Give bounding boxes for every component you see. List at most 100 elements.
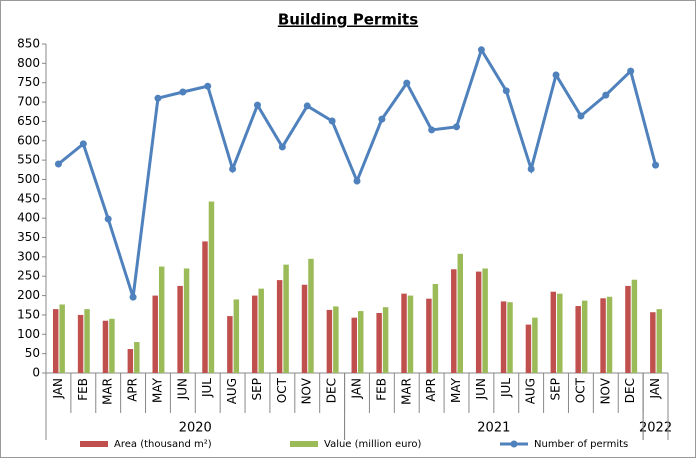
bar — [233, 299, 240, 373]
y-tick-label: 550 — [17, 153, 40, 167]
marker — [229, 165, 237, 173]
x-tick-label: MAY — [449, 377, 463, 403]
bar — [283, 264, 289, 373]
bar — [308, 258, 314, 373]
bar — [407, 295, 414, 373]
legend-swatch — [290, 441, 318, 447]
bar — [482, 268, 488, 373]
x-tick-label: APR — [424, 378, 438, 402]
marker — [129, 293, 137, 301]
marker — [303, 102, 311, 110]
bar — [376, 313, 382, 373]
x-tick-label: AUG — [225, 378, 239, 404]
bar — [550, 291, 557, 373]
y-tick-label: 650 — [17, 114, 40, 128]
bar — [557, 293, 563, 373]
x-tick-label: SEP — [549, 378, 563, 400]
bar — [650, 312, 656, 373]
bar — [183, 268, 190, 373]
y-tick-label: 50 — [25, 346, 40, 360]
bar — [401, 293, 407, 373]
y-tick-label: 750 — [17, 75, 40, 89]
y-tick-label: 0 — [32, 366, 40, 380]
bar — [432, 283, 439, 373]
bar — [84, 309, 90, 373]
x-tick-label: SEP — [250, 378, 264, 400]
y-tick-label: 350 — [17, 230, 40, 244]
bar — [258, 288, 264, 373]
bar — [507, 302, 513, 373]
legend-label: Number of permits — [534, 439, 628, 450]
bar — [500, 301, 507, 373]
bar — [575, 306, 581, 373]
bar — [326, 309, 333, 373]
bar — [134, 342, 140, 373]
y-tick-label: 100 — [17, 327, 40, 341]
x-tick-label: NOV — [598, 377, 612, 404]
bar — [158, 266, 165, 373]
y-tick-label: 600 — [17, 133, 40, 147]
x-tick-label: APR — [126, 378, 140, 402]
legend-marker — [510, 440, 518, 448]
bar — [52, 309, 59, 373]
bar — [631, 279, 638, 373]
bar — [301, 284, 308, 373]
chart-title: Building Permits — [278, 11, 418, 29]
x-tick-label: MAY — [150, 377, 164, 403]
marker — [378, 115, 386, 123]
marker — [527, 165, 535, 173]
y-tick-label: 300 — [17, 249, 40, 263]
bar — [457, 253, 463, 373]
marker — [54, 160, 62, 168]
bar — [656, 309, 663, 373]
legend-label: Value (million euro) — [324, 439, 422, 450]
marker — [154, 94, 162, 102]
marker — [179, 88, 187, 96]
bar — [382, 307, 389, 373]
bar — [581, 300, 588, 373]
marker — [502, 87, 510, 95]
bar — [208, 201, 215, 373]
x-tick-label: JAN — [648, 378, 662, 400]
bar — [77, 314, 84, 373]
y-tick-label: 250 — [17, 269, 40, 283]
marker — [577, 112, 585, 120]
legend-label: Area (thousand m²) — [114, 439, 212, 450]
bar — [177, 285, 183, 373]
marker — [253, 101, 261, 109]
bar — [525, 324, 532, 373]
marker — [602, 91, 610, 99]
x-tick-label: NOV — [300, 377, 314, 404]
x-tick-label: OCT — [573, 377, 587, 403]
legend-swatch — [80, 441, 108, 447]
year-label: 2020 — [179, 421, 212, 436]
marker — [403, 79, 411, 87]
y-tick-label: 850 — [17, 37, 40, 51]
bar — [152, 295, 158, 373]
y-tick-label: 700 — [17, 95, 40, 109]
bar — [102, 320, 109, 373]
bar — [333, 306, 339, 373]
x-tick-label: MAR — [399, 378, 413, 405]
bar — [625, 285, 631, 373]
bar — [532, 317, 538, 373]
y-tick-label: 500 — [17, 172, 40, 186]
marker — [477, 46, 485, 54]
x-tick-label: FEB — [76, 378, 90, 401]
bar — [606, 296, 613, 373]
bar — [475, 271, 482, 373]
bar — [358, 311, 364, 373]
marker — [79, 140, 87, 148]
x-tick-label: DEC — [623, 378, 637, 403]
bar — [127, 349, 134, 373]
x-tick-label: FEB — [374, 378, 388, 401]
marker — [204, 82, 212, 90]
year-label: 2021 — [477, 421, 510, 436]
marker — [278, 143, 286, 151]
y-tick-label: 800 — [17, 56, 40, 70]
bar — [426, 298, 432, 373]
y-tick-label: 400 — [17, 211, 40, 225]
marker — [328, 117, 336, 125]
